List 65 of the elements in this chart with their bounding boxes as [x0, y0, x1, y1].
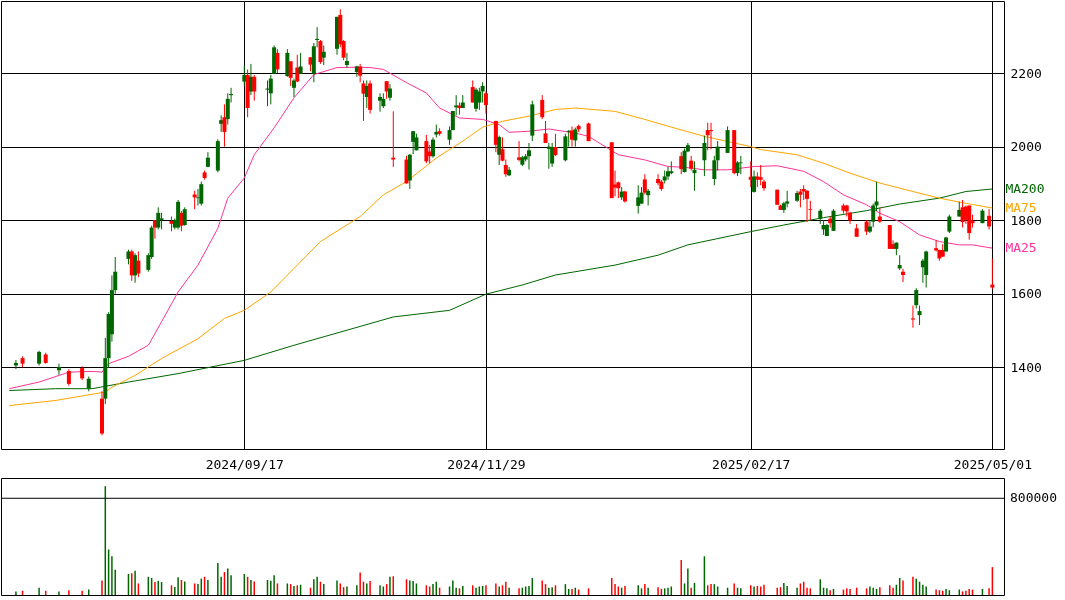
candlestick — [344, 52, 349, 69]
candlestick — [182, 206, 187, 227]
candlestick — [901, 268, 906, 283]
series-label: MA200 — [1005, 180, 1045, 196]
candlestick — [990, 258, 995, 290]
series-label: MA25 — [1005, 240, 1037, 256]
candlestick — [225, 92, 230, 126]
candlestick — [291, 78, 296, 98]
candlestick — [242, 65, 247, 87]
candlestick — [709, 122, 714, 150]
candlestick — [805, 189, 810, 223]
x-tick-label: 2025/02/17 — [712, 456, 791, 472]
candlestick — [424, 134, 429, 164]
line-series — [8, 66, 993, 390]
candlestick — [910, 305, 915, 329]
candlestick — [56, 363, 61, 376]
candlestick — [13, 359, 18, 370]
candlestick — [705, 122, 710, 151]
candlestick — [275, 48, 280, 74]
candlestick — [679, 151, 684, 175]
candlestick — [288, 60, 293, 87]
candlestick — [540, 94, 545, 120]
candlestick — [493, 120, 498, 153]
y-tick-label: 1600 — [1010, 286, 1042, 302]
x-tick-label: 2024/11/29 — [447, 456, 526, 472]
candlestick — [265, 79, 270, 107]
candlestick — [517, 140, 522, 162]
candlestick — [361, 79, 366, 122]
candlestick — [387, 83, 392, 102]
y-tick-label: 1400 — [1010, 359, 1042, 375]
candlestick — [391, 110, 396, 168]
candlestick — [136, 250, 141, 278]
candlestick — [195, 188, 200, 207]
candlestick — [430, 136, 435, 159]
candlestick — [553, 133, 558, 157]
y-tick-label: 2200 — [1010, 65, 1042, 81]
candlestick — [692, 160, 697, 192]
candlestick — [199, 181, 204, 207]
candlestick — [924, 250, 929, 289]
candlestick — [483, 90, 488, 115]
candlestick — [285, 48, 290, 78]
candlestick — [543, 120, 548, 144]
x-tick-label: 2025/05/01 — [953, 456, 1033, 472]
candlestick — [642, 173, 647, 195]
y-tick-label: 2000 — [1010, 139, 1042, 155]
text: 800000 — [1010, 490, 1057, 506]
candlestick — [914, 287, 919, 309]
line-series — [8, 107, 993, 407]
candlestick — [947, 214, 952, 234]
candlestick — [252, 74, 257, 102]
candlestick — [887, 224, 892, 250]
candlestick — [917, 305, 922, 326]
candlestick — [987, 208, 992, 230]
candlestick — [563, 133, 568, 162]
candlestick — [268, 74, 273, 105]
candlestick — [358, 63, 363, 83]
candlestick — [192, 190, 197, 210]
candlestick — [321, 45, 326, 66]
candlestick — [298, 52, 303, 75]
candlestick — [573, 127, 578, 148]
candlestick — [550, 142, 555, 168]
candlestick — [725, 125, 730, 154]
candlestick — [179, 210, 184, 232]
x-tick-label: 2024/09/17 — [205, 456, 284, 472]
candlestick — [702, 135, 707, 177]
